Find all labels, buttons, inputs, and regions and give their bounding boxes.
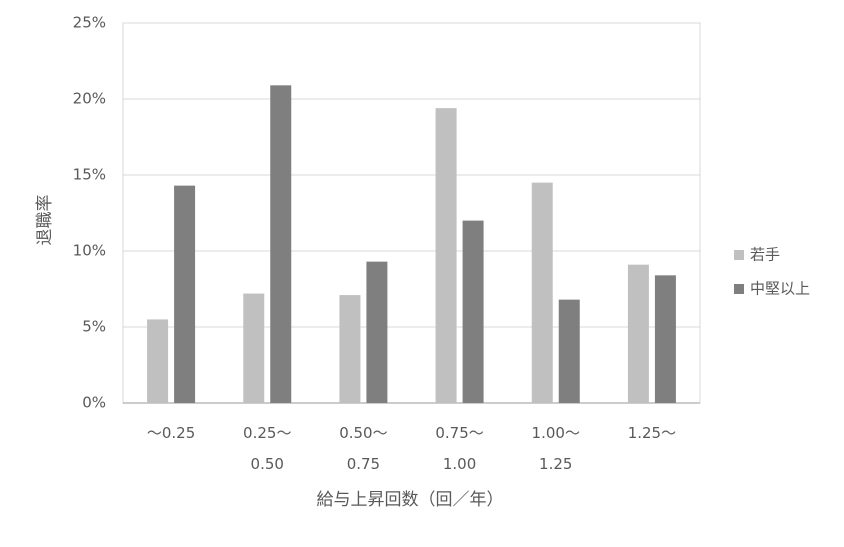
bar bbox=[339, 295, 361, 403]
bar bbox=[462, 220, 484, 403]
y-tick-label: 0% bbox=[82, 394, 106, 412]
legend-label: 中堅以上 bbox=[750, 280, 810, 298]
legend-swatch bbox=[734, 250, 744, 260]
legend-swatch bbox=[734, 284, 744, 294]
bar bbox=[654, 275, 676, 403]
y-tick-label: 25% bbox=[73, 14, 106, 32]
y-axis-title: 退職率 bbox=[35, 195, 55, 246]
bar bbox=[435, 108, 457, 404]
bar bbox=[558, 299, 580, 403]
bar bbox=[366, 261, 388, 403]
bar bbox=[147, 319, 169, 403]
y-tick-label: 15% bbox=[73, 166, 106, 184]
x-tick-label: ～0.25 bbox=[147, 424, 195, 442]
bar bbox=[627, 264, 649, 403]
y-tick-label: 5% bbox=[82, 318, 106, 336]
x-tick-label: 0.25～ 0.50 bbox=[243, 424, 291, 473]
bar bbox=[243, 293, 265, 403]
bar bbox=[174, 185, 196, 403]
x-tick-label: 0.75～ 1.00 bbox=[435, 424, 483, 473]
y-tick-label: 10% bbox=[73, 242, 106, 260]
bar bbox=[531, 182, 553, 403]
y-tick-label: 20% bbox=[73, 90, 106, 108]
x-tick-label: 0.50～ 0.75 bbox=[339, 424, 387, 473]
bar bbox=[270, 85, 292, 403]
legend-label: 若手 bbox=[750, 246, 780, 264]
x-axis-title: 給与上昇回数（回／年） bbox=[317, 490, 504, 510]
x-tick-label: 1.00～ 1.25 bbox=[532, 424, 580, 473]
x-tick-label: 1.25～ bbox=[628, 424, 676, 442]
